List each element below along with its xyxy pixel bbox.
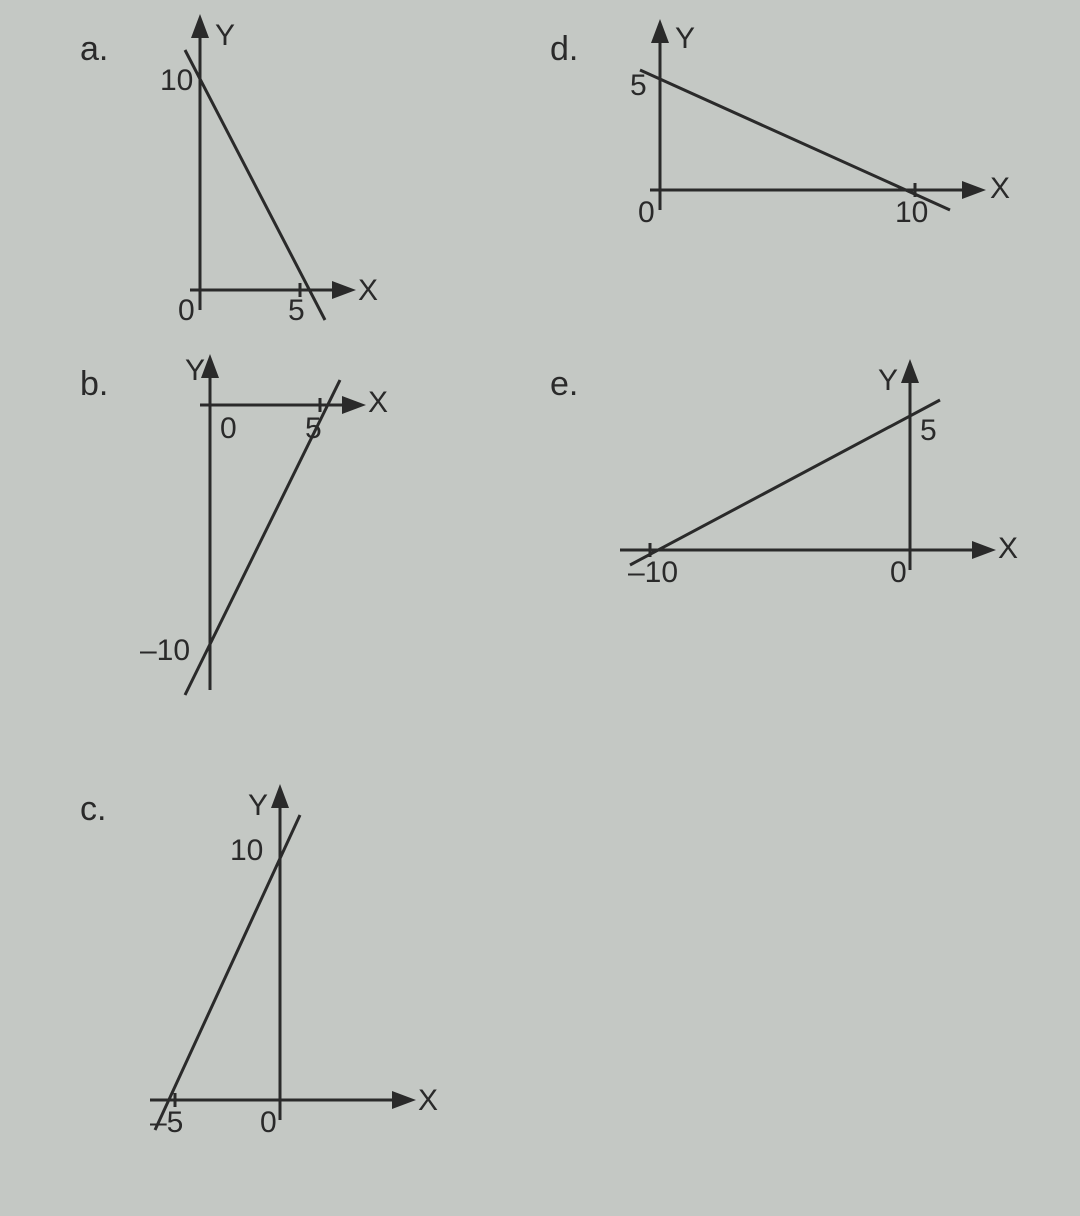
x-intercept-label: 5 bbox=[305, 412, 322, 445]
option-a-label: a. bbox=[80, 30, 108, 69]
y-intercept-label: –10 bbox=[140, 634, 190, 667]
y-intercept-label: 5 bbox=[920, 414, 937, 447]
option-c-label: c. bbox=[80, 790, 106, 829]
x-intercept-label: 10 bbox=[895, 196, 928, 229]
y-axis-label: Y bbox=[215, 19, 235, 52]
x-axis-label: X bbox=[418, 1084, 438, 1117]
graph-a: Y 10 0 5 X bbox=[140, 10, 390, 330]
origin-label: 0 bbox=[638, 196, 655, 229]
option-b-label: b. bbox=[80, 365, 108, 404]
y-intercept-label: 5 bbox=[630, 69, 647, 102]
graph-c: Y 10 –5 0 X bbox=[120, 780, 440, 1150]
y-axis-label: Y bbox=[675, 22, 695, 55]
y-axis-label: Y bbox=[878, 364, 898, 397]
origin-label: 0 bbox=[178, 294, 195, 327]
origin-label: 0 bbox=[220, 412, 237, 445]
x-intercept-label: 5 bbox=[288, 294, 305, 327]
y-axis-label: Y bbox=[185, 354, 205, 387]
x-axis-label: X bbox=[998, 532, 1018, 565]
graph-e: Y 5 –10 0 X bbox=[580, 350, 1030, 610]
option-d-label: d. bbox=[550, 30, 578, 69]
x-intercept-label: –10 bbox=[628, 556, 678, 589]
x-intercept-label: –5 bbox=[150, 1106, 183, 1139]
x-axis-label: X bbox=[358, 274, 378, 307]
graph-d: Y 5 0 10 X bbox=[600, 10, 1020, 250]
x-axis-label: X bbox=[990, 172, 1010, 205]
y-intercept-label: 10 bbox=[230, 834, 263, 867]
graph-b: Y 0 5 X –10 bbox=[130, 350, 390, 710]
origin-label: 0 bbox=[890, 556, 907, 589]
y-axis-label: Y bbox=[248, 789, 268, 822]
option-e-label: e. bbox=[550, 365, 578, 404]
x-axis-label: X bbox=[368, 386, 388, 419]
y-intercept-label: 10 bbox=[160, 64, 193, 97]
origin-label: 0 bbox=[260, 1106, 277, 1139]
